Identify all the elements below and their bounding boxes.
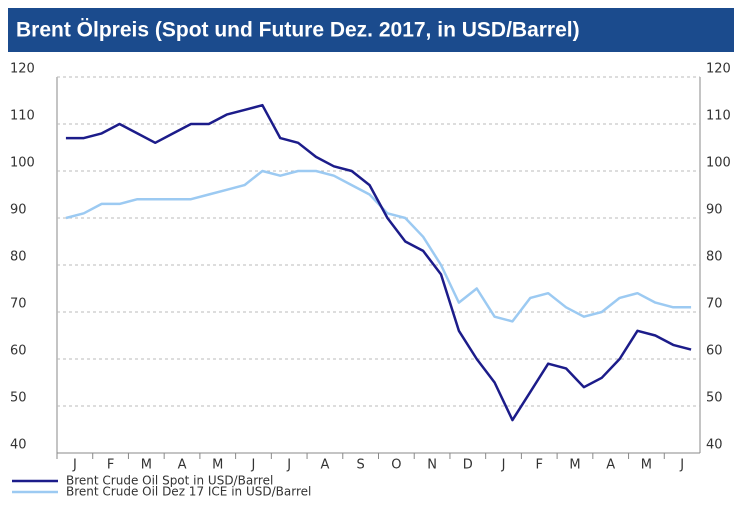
x-tick-label: F <box>536 458 543 473</box>
y2-tick-label: 50 <box>706 391 723 406</box>
x-tick-label: A <box>320 458 329 473</box>
y-tick-label: 100 <box>10 156 35 171</box>
y-tick-label: 120 <box>10 62 35 77</box>
y2-tick-label: 120 <box>706 62 731 77</box>
x-tick-label: J <box>286 458 291 473</box>
x-tick-label: N <box>427 458 437 473</box>
chart-title: Brent Ölpreis (Spot und Future Dez. 2017… <box>16 19 580 42</box>
y-tick-label: 90 <box>10 203 27 218</box>
y2-tick-label: 70 <box>706 297 723 312</box>
series-line <box>65 169 692 323</box>
x-tick-label: J <box>72 458 77 473</box>
x-tick-label: M <box>141 458 152 473</box>
x-tick-label: M <box>212 458 223 473</box>
y2-tick-label: 100 <box>706 156 731 171</box>
y-tick-label: 80 <box>10 250 27 265</box>
x-tick-label: A <box>178 458 187 473</box>
x-tick-label: D <box>463 458 473 473</box>
legend-label: Brent Crude Oil Dez 17 ICE in USD/Barrel <box>66 485 311 499</box>
legend-label: Brent Crude Oil Spot in USD/Barrel <box>66 474 273 488</box>
x-tick-label: F <box>107 458 114 473</box>
y2-tick-label: 80 <box>706 250 723 265</box>
y-tick-label: 50 <box>10 391 27 406</box>
y-tick-label: 70 <box>10 297 27 312</box>
y-tick-label: 40 <box>10 438 27 453</box>
y-tick-label: 60 <box>10 344 27 359</box>
x-tick-label: M <box>569 458 580 473</box>
y2-tick-label: 90 <box>706 203 723 218</box>
y2-tick-label: 60 <box>706 344 723 359</box>
y2-tick-label: 110 <box>706 109 731 124</box>
x-tick-label: O <box>391 458 401 473</box>
x-tick-label: A <box>606 458 615 473</box>
title-bar <box>8 8 734 52</box>
y-tick-label: 110 <box>10 109 35 124</box>
x-tick-label: S <box>357 458 365 473</box>
x-tick-label: M <box>641 458 652 473</box>
x-tick-label: J <box>679 458 684 473</box>
y2-tick-label: 40 <box>706 438 723 453</box>
series-line <box>65 103 692 422</box>
x-tick-label: J <box>251 458 256 473</box>
x-tick-label: J <box>501 458 506 473</box>
